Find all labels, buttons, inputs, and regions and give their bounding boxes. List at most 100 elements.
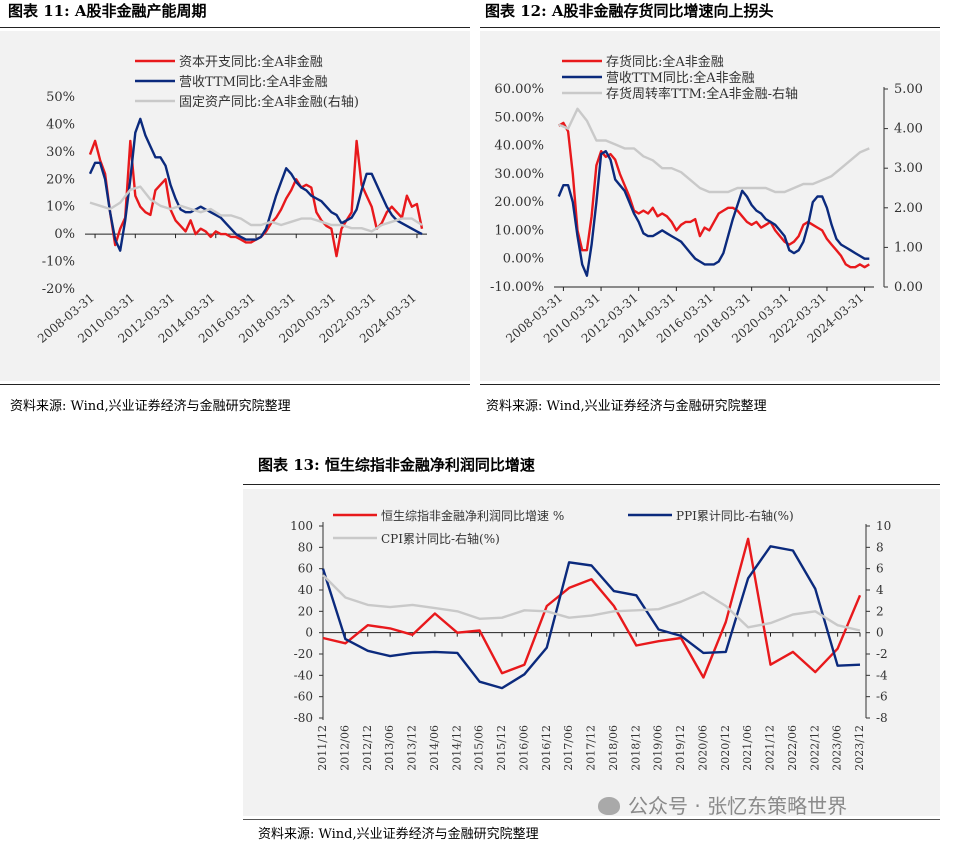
y-tick-label: 10% — [46, 200, 75, 215]
y-tick-label: -10.00% — [490, 280, 544, 295]
x-tick-label: 2013/06 — [383, 725, 396, 771]
figure-13-title: 图表 13: 恒生综指非金融净利润同比增速 — [258, 456, 535, 474]
y-tick-label: 10.00% — [494, 223, 544, 238]
y-right-tick-label: -8 — [876, 711, 888, 725]
legend-label-ppi: PPI累计同比-右轴(%) — [676, 508, 794, 523]
x-tick-label: 2018/12 — [629, 725, 642, 771]
x-tick-label: 2021/12 — [764, 725, 777, 771]
y-tick-label: -20 — [294, 647, 313, 661]
y-right-tick-label: 1.00 — [894, 240, 923, 255]
x-tick-label: 2019/12 — [674, 725, 687, 771]
y-right-tick-label: 8 — [876, 540, 884, 554]
y-right-tick-label: 5.00 — [894, 82, 923, 97]
figure-12-top-rule — [480, 27, 940, 28]
legend-label-revenue: 营收TTM同比:全A非金融 — [179, 74, 328, 90]
legend-label-hs: 恒生综指非金融净利润同比增速 % — [381, 508, 564, 523]
x-tick-label: 2012/12 — [361, 725, 374, 771]
y-tick-label: -10% — [42, 255, 75, 270]
chart-12: -10.00% 0.00% 10.00% 20.00% 30.00% 40.00% 50.0… — [480, 31, 940, 381]
y-tick-label: -60 — [294, 690, 313, 704]
figure-13-bottom-rule — [243, 819, 940, 820]
figure-11-title: 图表 11: A股非金融产能周期 — [8, 2, 207, 20]
x-tick-label: 2015/06 — [473, 725, 486, 771]
x-tick-label: 2023/06 — [831, 725, 844, 771]
figure-11-bottom-rule — [0, 384, 470, 385]
x-tick-label: 2021/06 — [741, 725, 754, 771]
x-tick-label: 2012/06 — [338, 725, 351, 771]
chart-13: -80 -60 -40 -20 0 20 40 60 80 100 -8 -6 -4 -2 0 2 4 6 8 10 2… — [243, 489, 940, 816]
legend-label-capex: 资本开支同比:全A非金融 — [179, 54, 323, 70]
y-right-tick-label: 2 — [876, 604, 884, 618]
figure-13-top-rule — [243, 484, 940, 485]
x-tick-label: 2016/06 — [517, 725, 530, 771]
y-tick-label: 0 — [305, 626, 313, 640]
y-right-tick-label: 10 — [876, 519, 891, 533]
series-line-fixed — [89, 185, 423, 233]
y-tick-label: -80 — [294, 711, 313, 725]
y-right-tick-label: 3.00 — [894, 161, 923, 176]
x-tick-label: 2020/06 — [696, 725, 709, 771]
series-line-cpi — [322, 574, 861, 632]
chart-13-svg: -80-60-40-20020406080100-8-6-4-202468102… — [290, 508, 891, 771]
x-tick-label: 2017/06 — [562, 725, 575, 771]
y-right-tick-label: -6 — [876, 690, 888, 704]
y-tick-label: 60 — [298, 562, 313, 576]
legend-label-inv: 存货同比:全A非金融 — [606, 54, 724, 70]
series-line-ppi — [321, 545, 861, 690]
series-line-turn — [558, 107, 870, 194]
y-tick-label: 40% — [46, 117, 75, 132]
x-tick-label: 2011/12 — [316, 725, 329, 771]
y-tick-label: 100 — [290, 519, 313, 533]
x-tick-label: 2022/06 — [786, 725, 799, 771]
figure-12-title: 图表 12: A股非金融存货同比增速向上拐头 — [485, 2, 774, 20]
figure-12-bottom-rule — [480, 384, 940, 385]
x-tick-label: 2014/12 — [450, 725, 463, 771]
x-tick-label: 2016/12 — [540, 725, 553, 771]
y-tick-label: -20% — [42, 282, 75, 297]
y-tick-label: 30.00% — [494, 167, 544, 182]
y-tick-label: 60.00% — [494, 82, 544, 97]
watermark-text: 公众号 · 张忆东策略世界 — [628, 794, 848, 818]
x-tick-label: 2014/06 — [428, 725, 441, 771]
y-tick-label: 0% — [54, 227, 75, 242]
legend-label-turn: 存货周转率TTM:全A非金融-右轴 — [606, 86, 798, 102]
x-tick-label: 2015/12 — [495, 725, 508, 771]
watermark: 公众号 · 张忆东策略世界 — [598, 790, 847, 819]
y-right-tick-label: 2.00 — [894, 201, 923, 216]
figure-12-source: 资料来源: Wind,兴业证券经济与金融研究院整理 — [486, 399, 767, 414]
chart-11-svg: -20%-10%0%10%20%30%40%50%2008-03-312010-… — [35, 54, 427, 346]
figure-11-source: 资料来源: Wind,兴业证券经济与金融研究院整理 — [10, 399, 291, 414]
chart-12-svg: -10.00% 0.00% 10.00% 20.00% 30.00% 40.00% 50.0… — [490, 54, 923, 346]
series-line-hs — [322, 537, 862, 679]
legend-label-fixed: 固定资产同比:全A非金融(右轴) — [179, 94, 359, 110]
y-tick-label: -40 — [294, 668, 313, 682]
y-right-tick-label: 4.00 — [894, 122, 923, 137]
x-tick-label: 2023/12 — [853, 725, 866, 771]
chart-11: -20% -10% 0% 10% 20% 30% 40% 50% 2008-03-31 2010-… — [0, 31, 470, 381]
y-tick-label: 20.00% — [494, 195, 544, 210]
y-tick-label: 40.00% — [494, 139, 544, 154]
y-tick-label: 20 — [298, 604, 313, 618]
y-tick-label: 50.00% — [494, 110, 544, 125]
legend-label-cpi: CPI累计同比-右轴(%) — [381, 531, 500, 546]
y-right-tick-label: 0 — [876, 626, 884, 640]
figure-11-top-rule — [0, 27, 470, 28]
x-tick-label: 2017/12 — [585, 725, 598, 771]
x-tick-label: 2020/12 — [719, 725, 732, 771]
y-right-tick-label: -4 — [876, 668, 888, 682]
y-tick-label: 20% — [46, 172, 75, 187]
figure-13-source: 资料来源: Wind,兴业证券经济与金融研究院整理 — [258, 827, 539, 842]
x-tick-label: 2013/12 — [406, 725, 419, 771]
y-right-tick-label: 4 — [876, 583, 884, 597]
x-tick-label: 2019/06 — [652, 725, 665, 771]
x-tick-label: 2018/06 — [607, 725, 620, 771]
y-right-tick-label: 0.00 — [894, 280, 923, 295]
x-tick-label: 2022/12 — [808, 725, 821, 771]
legend-label-revenue: 营收TTM同比:全A非金融 — [606, 70, 755, 86]
series-line-revenue — [557, 149, 870, 277]
y-tick-label: 40 — [298, 583, 313, 597]
y-right-tick-label: -2 — [876, 647, 888, 661]
y-tick-label: 50% — [46, 90, 75, 105]
series-line-revenue — [88, 117, 423, 252]
wechat-icon — [598, 797, 620, 815]
